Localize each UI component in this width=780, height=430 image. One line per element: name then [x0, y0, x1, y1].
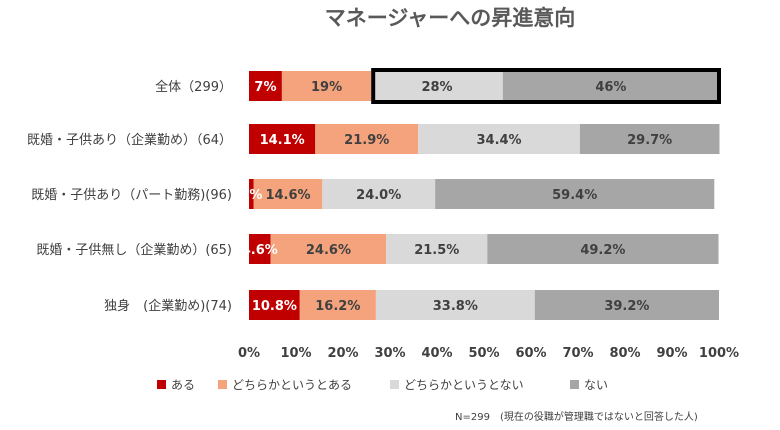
- category-label-2: 既婚・子供あり（パート勤務)(96): [31, 188, 232, 203]
- chart-title: マネージャーへの昇進意向: [325, 6, 576, 30]
- bar-segment-0-3: [502, 71, 719, 101]
- x-tick-label-7: 70%: [562, 346, 593, 361]
- highlight-box: [371, 68, 721, 104]
- category-label-4: 独身 (企業勤め)(74): [104, 298, 232, 314]
- x-tick-label-5: 50%: [468, 346, 499, 361]
- bar-segment-3-2: [386, 234, 488, 264]
- bar-segment-4-0: [249, 290, 300, 320]
- data-label-1-2: 34.4%: [476, 133, 521, 148]
- x-tick-label-8: 80%: [609, 346, 640, 361]
- data-label-3-3: 49.2%: [580, 243, 625, 258]
- bar-segment-3-1: [270, 234, 387, 264]
- x-tick-label-3: 30%: [374, 346, 405, 361]
- data-label-2-0: 1%: [240, 188, 262, 203]
- x-tick-label-9: 90%: [656, 346, 687, 361]
- bar-segment-1-3: [579, 124, 720, 154]
- bar-segment-1-1: [315, 124, 419, 154]
- bar-segment-2-2: [322, 179, 436, 209]
- bar-segment-0-0: [249, 71, 282, 101]
- data-label-2-2: 24.0%: [356, 188, 401, 203]
- legend-label-1: どちらかというとある: [232, 378, 352, 392]
- data-label-4-1: 16.2%: [315, 299, 360, 314]
- x-tick-label-4: 40%: [421, 346, 452, 361]
- bar-segment-3-0: [249, 234, 271, 264]
- bar-segment-1-2: [418, 124, 580, 154]
- bar-segment-2-3: [435, 179, 715, 209]
- plot-area: 全体（299） 既婚・子供あり（企業勤め）（64） 既婚・子供あり（パート勤務)(9…: [27, 68, 721, 320]
- bar-segment-2-1: [253, 179, 323, 209]
- data-label-2-1: 14.6%: [265, 188, 310, 203]
- legend-label-2: どちらかというとない: [404, 378, 524, 392]
- x-tick-label-1: 10%: [280, 346, 311, 361]
- data-label-3-0: 4.6%: [242, 243, 278, 258]
- legend-label-3: ない: [584, 378, 608, 392]
- data-label-1-1: 21.9%: [344, 133, 389, 148]
- category-label-0: 全体（299）: [155, 79, 232, 95]
- bar-segment-3-3: [487, 234, 719, 264]
- x-tick-label-2: 20%: [327, 346, 358, 361]
- bar-segment-0-2: [371, 71, 503, 101]
- x-axis: 0% 10% 20% 30% 40% 50% 60% 70% 80% 90% 100%: [238, 346, 739, 361]
- legend-label-0: ある: [171, 378, 195, 392]
- data-label-3-2: 21.5%: [414, 243, 459, 258]
- data-label-2-3: 59.4%: [552, 188, 597, 203]
- legend-swatch-3: [570, 380, 579, 389]
- bar-segment-4-3: [534, 290, 719, 320]
- x-tick-label-10: 100%: [699, 346, 739, 361]
- bar-segment-0-1: [281, 71, 372, 101]
- data-label-4-3: 39.2%: [604, 299, 649, 314]
- data-label-1-3: 29.7%: [627, 133, 672, 148]
- data-label-0-3: 46%: [595, 80, 626, 95]
- category-label-3: 既婚・子供無し（企業勤め）(65): [36, 242, 232, 258]
- legend-swatch-0: [157, 380, 166, 389]
- data-label-0-2: 28%: [421, 80, 452, 95]
- data-label-4-0: 10.8%: [252, 299, 297, 314]
- bar-segment-4-1: [299, 290, 376, 320]
- sample-note: N=299 (現在の役職が管理職ではないと回答した人): [455, 410, 698, 423]
- data-label-1-0: 14.1%: [260, 133, 305, 148]
- x-tick-label-6: 60%: [515, 346, 546, 361]
- data-label-3-1: 24.6%: [306, 243, 351, 258]
- legend-swatch-1: [218, 380, 227, 389]
- bar-segment-1-0: [249, 124, 316, 154]
- data-label-0-0: 7%: [254, 80, 276, 95]
- data-label-4-2: 33.8%: [433, 299, 478, 314]
- data-label-0-1: 19%: [311, 80, 342, 95]
- bar-segment-4-2: [375, 290, 535, 320]
- category-label-1: 既婚・子供あり（企業勤め）（64）: [27, 132, 232, 148]
- legend-swatch-2: [390, 380, 399, 389]
- bar-segment-2-0: [249, 179, 254, 209]
- x-tick-label-0: 0%: [238, 346, 260, 361]
- legend: ある どちらかというとある どちらかというとない ない: [157, 378, 608, 392]
